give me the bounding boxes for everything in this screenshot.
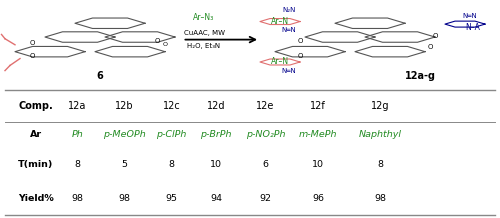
Text: Ar–N: Ar–N xyxy=(271,17,289,26)
Text: T(min): T(min) xyxy=(18,160,54,169)
Text: 8: 8 xyxy=(168,160,174,169)
Text: Ph: Ph xyxy=(72,130,84,139)
Text: 98: 98 xyxy=(72,194,84,203)
Text: 10: 10 xyxy=(312,160,324,169)
Text: 94: 94 xyxy=(210,194,222,203)
Text: 12c: 12c xyxy=(162,101,180,111)
Text: 95: 95 xyxy=(166,194,177,203)
Text: 12a-g: 12a-g xyxy=(404,71,436,81)
Text: 12f: 12f xyxy=(310,101,326,111)
Text: 98: 98 xyxy=(374,194,386,203)
Text: 10: 10 xyxy=(210,160,222,169)
Text: 12a: 12a xyxy=(68,101,86,111)
Text: N═N: N═N xyxy=(462,13,477,19)
Text: m-MePh: m-MePh xyxy=(299,130,337,139)
Text: Yield%: Yield% xyxy=(18,194,54,203)
Text: H₂O, Et₃N: H₂O, Et₃N xyxy=(188,44,220,49)
Text: 12g: 12g xyxy=(371,101,389,111)
Text: 6: 6 xyxy=(96,71,103,81)
Text: p-BrPh: p-BrPh xyxy=(200,130,232,139)
Text: 12d: 12d xyxy=(207,101,225,111)
Text: 96: 96 xyxy=(312,194,324,203)
Text: O: O xyxy=(298,38,302,44)
Text: 8: 8 xyxy=(377,160,383,169)
Text: 12e: 12e xyxy=(256,101,274,111)
Text: Comp.: Comp. xyxy=(18,101,54,111)
Text: p-NO₂Ph: p-NO₂Ph xyxy=(246,130,285,139)
Text: O: O xyxy=(162,42,168,47)
Text: 12b: 12b xyxy=(114,101,134,111)
Text: 98: 98 xyxy=(118,194,130,203)
Text: Ar–N₃: Ar–N₃ xyxy=(194,13,214,22)
Text: O: O xyxy=(30,40,35,46)
Text: O: O xyxy=(432,33,438,39)
Text: O: O xyxy=(30,53,35,59)
Text: N–A: N–A xyxy=(465,23,480,32)
Text: Naphthyl: Naphthyl xyxy=(358,130,402,139)
Text: N═N: N═N xyxy=(282,27,296,33)
Text: O: O xyxy=(428,44,432,50)
Text: p-ClPh: p-ClPh xyxy=(156,130,186,139)
Text: 8: 8 xyxy=(74,160,80,169)
Text: Ar–N: Ar–N xyxy=(271,57,289,66)
Text: N₂N: N₂N xyxy=(282,7,296,13)
Text: CuAAC, MW: CuAAC, MW xyxy=(184,30,224,36)
Text: p-MeOPh: p-MeOPh xyxy=(102,130,146,139)
Text: N═N: N═N xyxy=(282,68,296,75)
Text: Ar: Ar xyxy=(30,130,42,139)
Text: O: O xyxy=(155,38,160,44)
Text: 6: 6 xyxy=(262,160,268,169)
Text: O: O xyxy=(298,53,302,59)
Text: 92: 92 xyxy=(260,194,272,203)
Text: 5: 5 xyxy=(121,160,127,169)
